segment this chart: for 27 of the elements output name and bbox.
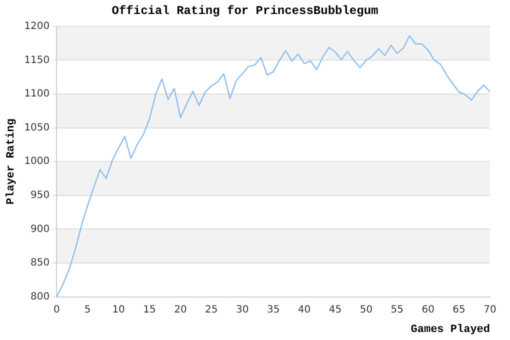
y-tick-label: 800	[30, 291, 50, 302]
x-tick-label: 30	[236, 304, 249, 316]
x-axis-title: Games Played	[410, 324, 490, 336]
chart-title: Official Rating for PrincessBubblegum	[112, 4, 378, 18]
x-tick-label: 0	[53, 304, 60, 316]
y-tick-label: 1050	[24, 122, 50, 134]
x-tick-label: 55	[390, 304, 404, 316]
x-tick-label: 50	[360, 304, 373, 316]
x-tick-label: 15	[143, 304, 156, 316]
y-tick-label: 950	[30, 190, 50, 201]
x-tick-label: 65	[452, 304, 466, 316]
x-tick-label: 20	[174, 304, 187, 316]
x-tick-label: 5	[84, 304, 91, 316]
y-axis-title: Player Rating	[5, 118, 18, 205]
x-tick-label: 45	[328, 304, 342, 316]
y-tick-label: 1200	[24, 20, 50, 32]
y-tick-label: 1000	[24, 156, 50, 168]
x-tick-label: 40	[298, 304, 311, 316]
x-tick-label: 25	[205, 304, 218, 316]
x-tick-label: 35	[266, 304, 280, 316]
y-tick-label: 1100	[24, 88, 50, 100]
y-tick-label: 850	[30, 258, 50, 269]
y-tick-label: 900	[30, 224, 50, 235]
x-tick-label: 10	[112, 304, 125, 316]
x-tick-label: 70	[484, 304, 496, 316]
x-tick-label: 60	[422, 304, 434, 316]
y-tick-label: 1150	[24, 54, 50, 66]
